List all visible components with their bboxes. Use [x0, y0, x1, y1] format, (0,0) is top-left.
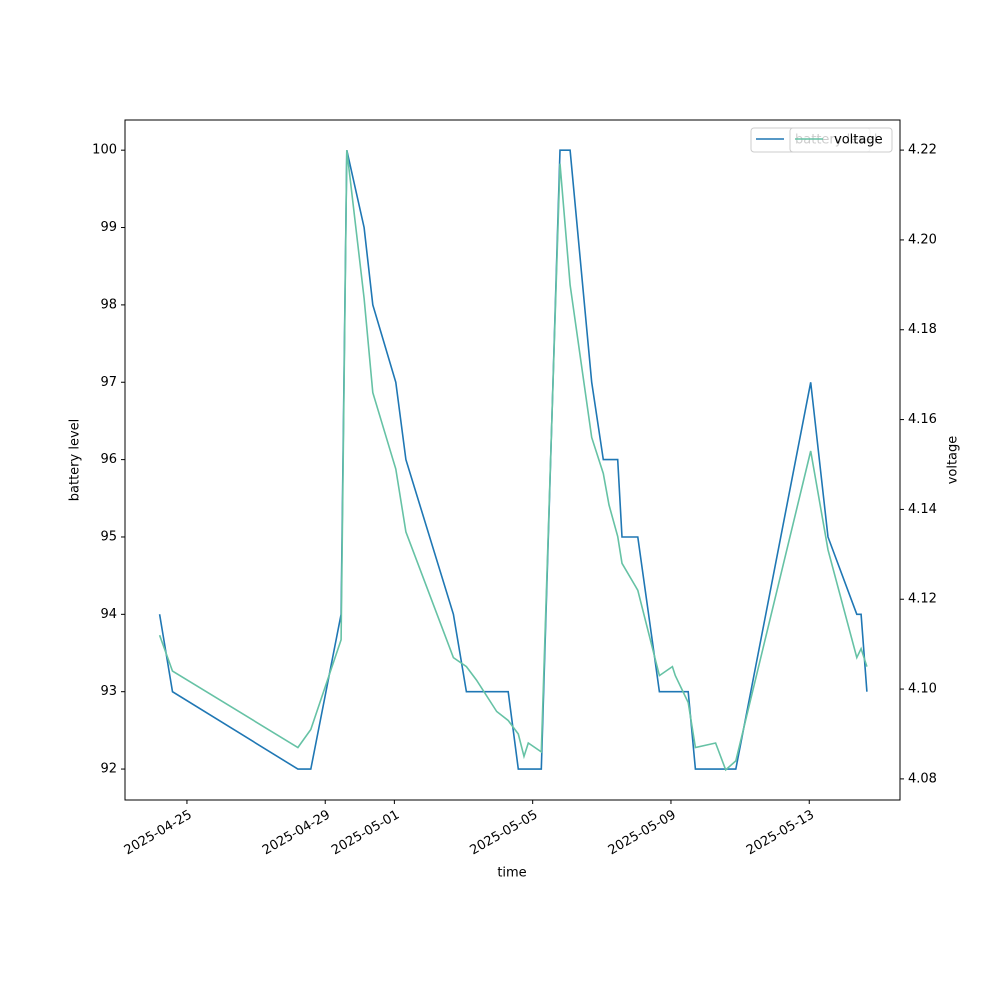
y2-tick-label: 4.10 — [908, 682, 937, 697]
legend-label: voltage — [834, 133, 883, 148]
y-tick-label: 98 — [100, 297, 117, 312]
x-axis-label: time — [497, 866, 526, 881]
x-tick-label: 2025-04-29 — [260, 808, 333, 859]
y-tick-label: 96 — [100, 452, 117, 467]
y2-tick-label: 4.14 — [908, 502, 937, 517]
series-line — [158, 149, 868, 770]
y-tick-label: 99 — [100, 220, 117, 235]
y2-tick-label: 4.08 — [908, 771, 937, 786]
plot-frame — [124, 119, 901, 801]
x-tick-label: 2025-05-05 — [467, 808, 540, 859]
y-axis-label: battery level — [68, 419, 83, 502]
x-tick-label: 2025-05-01 — [329, 808, 402, 859]
y2-tick-label: 4.20 — [908, 232, 937, 247]
y-tick-label: 93 — [100, 684, 117, 699]
y-tick-label: 100 — [92, 143, 117, 158]
y2-tick-label: 4.22 — [908, 143, 937, 158]
y2-axis-label: voltage — [946, 436, 961, 485]
y2-tick-label: 4.18 — [908, 322, 937, 337]
legend: voltage — [789, 127, 893, 153]
y2-tick-label: 4.12 — [908, 592, 937, 607]
y2-tick-label: 4.16 — [908, 412, 937, 427]
series-line — [158, 150, 868, 772]
legend-box — [789, 127, 893, 153]
y-tick-label: 92 — [100, 762, 117, 777]
x-tick-label: 2025-04-25 — [122, 808, 195, 859]
x-tick-label: 2025-05-09 — [606, 808, 679, 859]
y-tick-label: 94 — [100, 607, 117, 622]
x-tick-label: 2025-05-13 — [744, 808, 817, 859]
y-tick-label: 97 — [100, 375, 117, 390]
y-tick-label: 95 — [100, 529, 117, 544]
